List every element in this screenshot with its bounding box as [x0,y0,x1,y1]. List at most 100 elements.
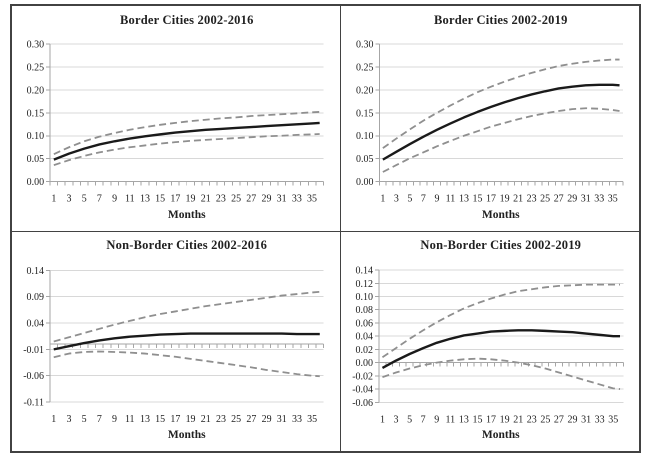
svg-text:25: 25 [231,194,241,205]
svg-text:0.20: 0.20 [27,85,44,96]
svg-text:7: 7 [97,194,102,205]
svg-text:23: 23 [526,194,536,205]
svg-text:31: 31 [581,414,591,425]
svg-text:27: 27 [246,194,256,205]
series-estimate [53,332,320,351]
svg-text:1: 1 [380,194,385,205]
svg-text:0.00: 0.00 [356,177,373,188]
x-axis-label: Months [167,208,206,221]
series-lines [381,283,620,390]
x-tick-labels: 1 3 5 7 9 11 13 15 17 19 21 23 25 27 29 31 33 35 [51,194,317,205]
svg-text:33: 33 [292,194,302,205]
svg-text:11: 11 [125,414,135,425]
svg-text:9: 9 [112,194,117,205]
x-axis [49,181,324,186]
svg-text:17: 17 [170,414,180,425]
svg-text:23: 23 [216,414,226,425]
svg-text:7: 7 [97,414,102,425]
series-lines [53,111,320,166]
svg-text:29: 29 [567,194,577,205]
svg-text:1: 1 [379,414,384,425]
svg-text:11: 11 [445,414,455,425]
svg-text:25: 25 [540,194,550,205]
y-axis [375,43,380,183]
svg-text:19: 19 [499,194,509,205]
y-tick-labels: 0.30 0.25 0.20 0.15 0.10 0.05 0.00 [27,39,44,188]
svg-text:13: 13 [459,194,469,205]
gridlines [49,269,324,403]
svg-text:9: 9 [434,414,439,425]
svg-text:11: 11 [125,194,135,205]
svg-text:25: 25 [231,414,241,425]
svg-text:15: 15 [155,414,165,425]
svg-text:0.10: 0.10 [27,131,44,142]
svg-text:0.15: 0.15 [27,108,44,119]
svg-text:0.20: 0.20 [356,85,373,96]
svg-text:29: 29 [567,414,577,425]
svg-text:0.15: 0.15 [356,108,373,119]
svg-text:5: 5 [407,194,412,205]
y-axis [46,43,51,183]
svg-text:-0.01: -0.01 [23,344,44,355]
gridlines [378,269,623,403]
svg-text:0.10: 0.10 [356,131,373,142]
series-estimate [53,121,320,161]
svg-text:0.02: 0.02 [355,345,373,356]
svg-text:23: 23 [526,414,536,425]
svg-text:35: 35 [307,194,317,205]
svg-text:13: 13 [140,414,150,425]
svg-text:-0.06: -0.06 [23,371,44,382]
chart-canvas: 0.300.250.200.150.100.050.001 3 5 7 9 11 13 15 1… [356,39,623,205]
chart-panel-border-2002-2019: Border Cities 2002-2019 0.30 0.25 0.20 0.15… [340,6,639,232]
svg-text:27: 27 [246,414,256,425]
svg-text:35: 35 [607,194,617,205]
chart-canvas: 0.14 0.12 0.10 0.08 0.06 0.04 0.02 0.00 -0.02 -0.… [352,265,624,425]
svg-text:0.05: 0.05 [27,154,44,165]
svg-text:17: 17 [486,414,496,425]
svg-text:5: 5 [82,414,87,425]
svg-text:15: 15 [472,194,482,205]
svg-text:-0.06: -0.06 [352,397,373,408]
svg-text:0.14: 0.14 [355,265,373,276]
gridlines [50,43,324,183]
svg-text:21: 21 [201,414,211,425]
y-tick-labels: 0.14 0.12 0.10 0.08 0.06 0.04 0.02 0.00 -0.02 -0.… [352,265,373,408]
series-lower-ci [53,133,320,166]
svg-text:35: 35 [307,414,317,425]
series-upper-ci [53,290,320,342]
svg-text:7: 7 [420,194,425,205]
svg-text:9: 9 [112,414,117,425]
svg-text:15: 15 [472,414,482,425]
svg-text:0.10: 0.10 [355,292,373,303]
svg-text:3: 3 [66,414,71,425]
svg-text:9: 9 [434,194,439,205]
series-lower-ci [381,357,620,390]
svg-text:19: 19 [499,414,509,425]
series-lines [381,58,620,173]
svg-text:23: 23 [216,194,226,205]
svg-text:15: 15 [155,194,165,205]
svg-text:21: 21 [201,194,211,205]
y-axis [374,269,380,403]
svg-text:27: 27 [553,414,563,425]
chart-panel-nonborder-2002-2019: Non-Border Cities 2002-2019 0.14 0.12 0.10… [340,231,639,451]
x-axis-label: Months [481,428,520,441]
svg-text:31: 31 [277,194,287,205]
svg-text:11: 11 [445,194,455,205]
svg-text:7: 7 [420,414,425,425]
series-upper-ci [53,111,320,155]
svg-text:0.14: 0.14 [27,265,44,276]
chart-title: Border Cities 2002-2019 [434,12,568,27]
svg-text:5: 5 [407,414,412,425]
chart-grid: Border Cities 2002-2016 0.30 0.25 0.20 0.15… [10,4,641,453]
svg-text:17: 17 [170,194,180,205]
svg-text:0.12: 0.12 [355,278,373,289]
svg-text:21: 21 [513,414,523,425]
x-axis [378,181,623,186]
svg-text:27: 27 [553,194,563,205]
svg-text:-0.04: -0.04 [352,384,373,395]
svg-text:13: 13 [140,194,150,205]
x-axis-label: Months [481,208,520,221]
svg-text:0.06: 0.06 [355,318,373,329]
gridlines [379,43,623,183]
